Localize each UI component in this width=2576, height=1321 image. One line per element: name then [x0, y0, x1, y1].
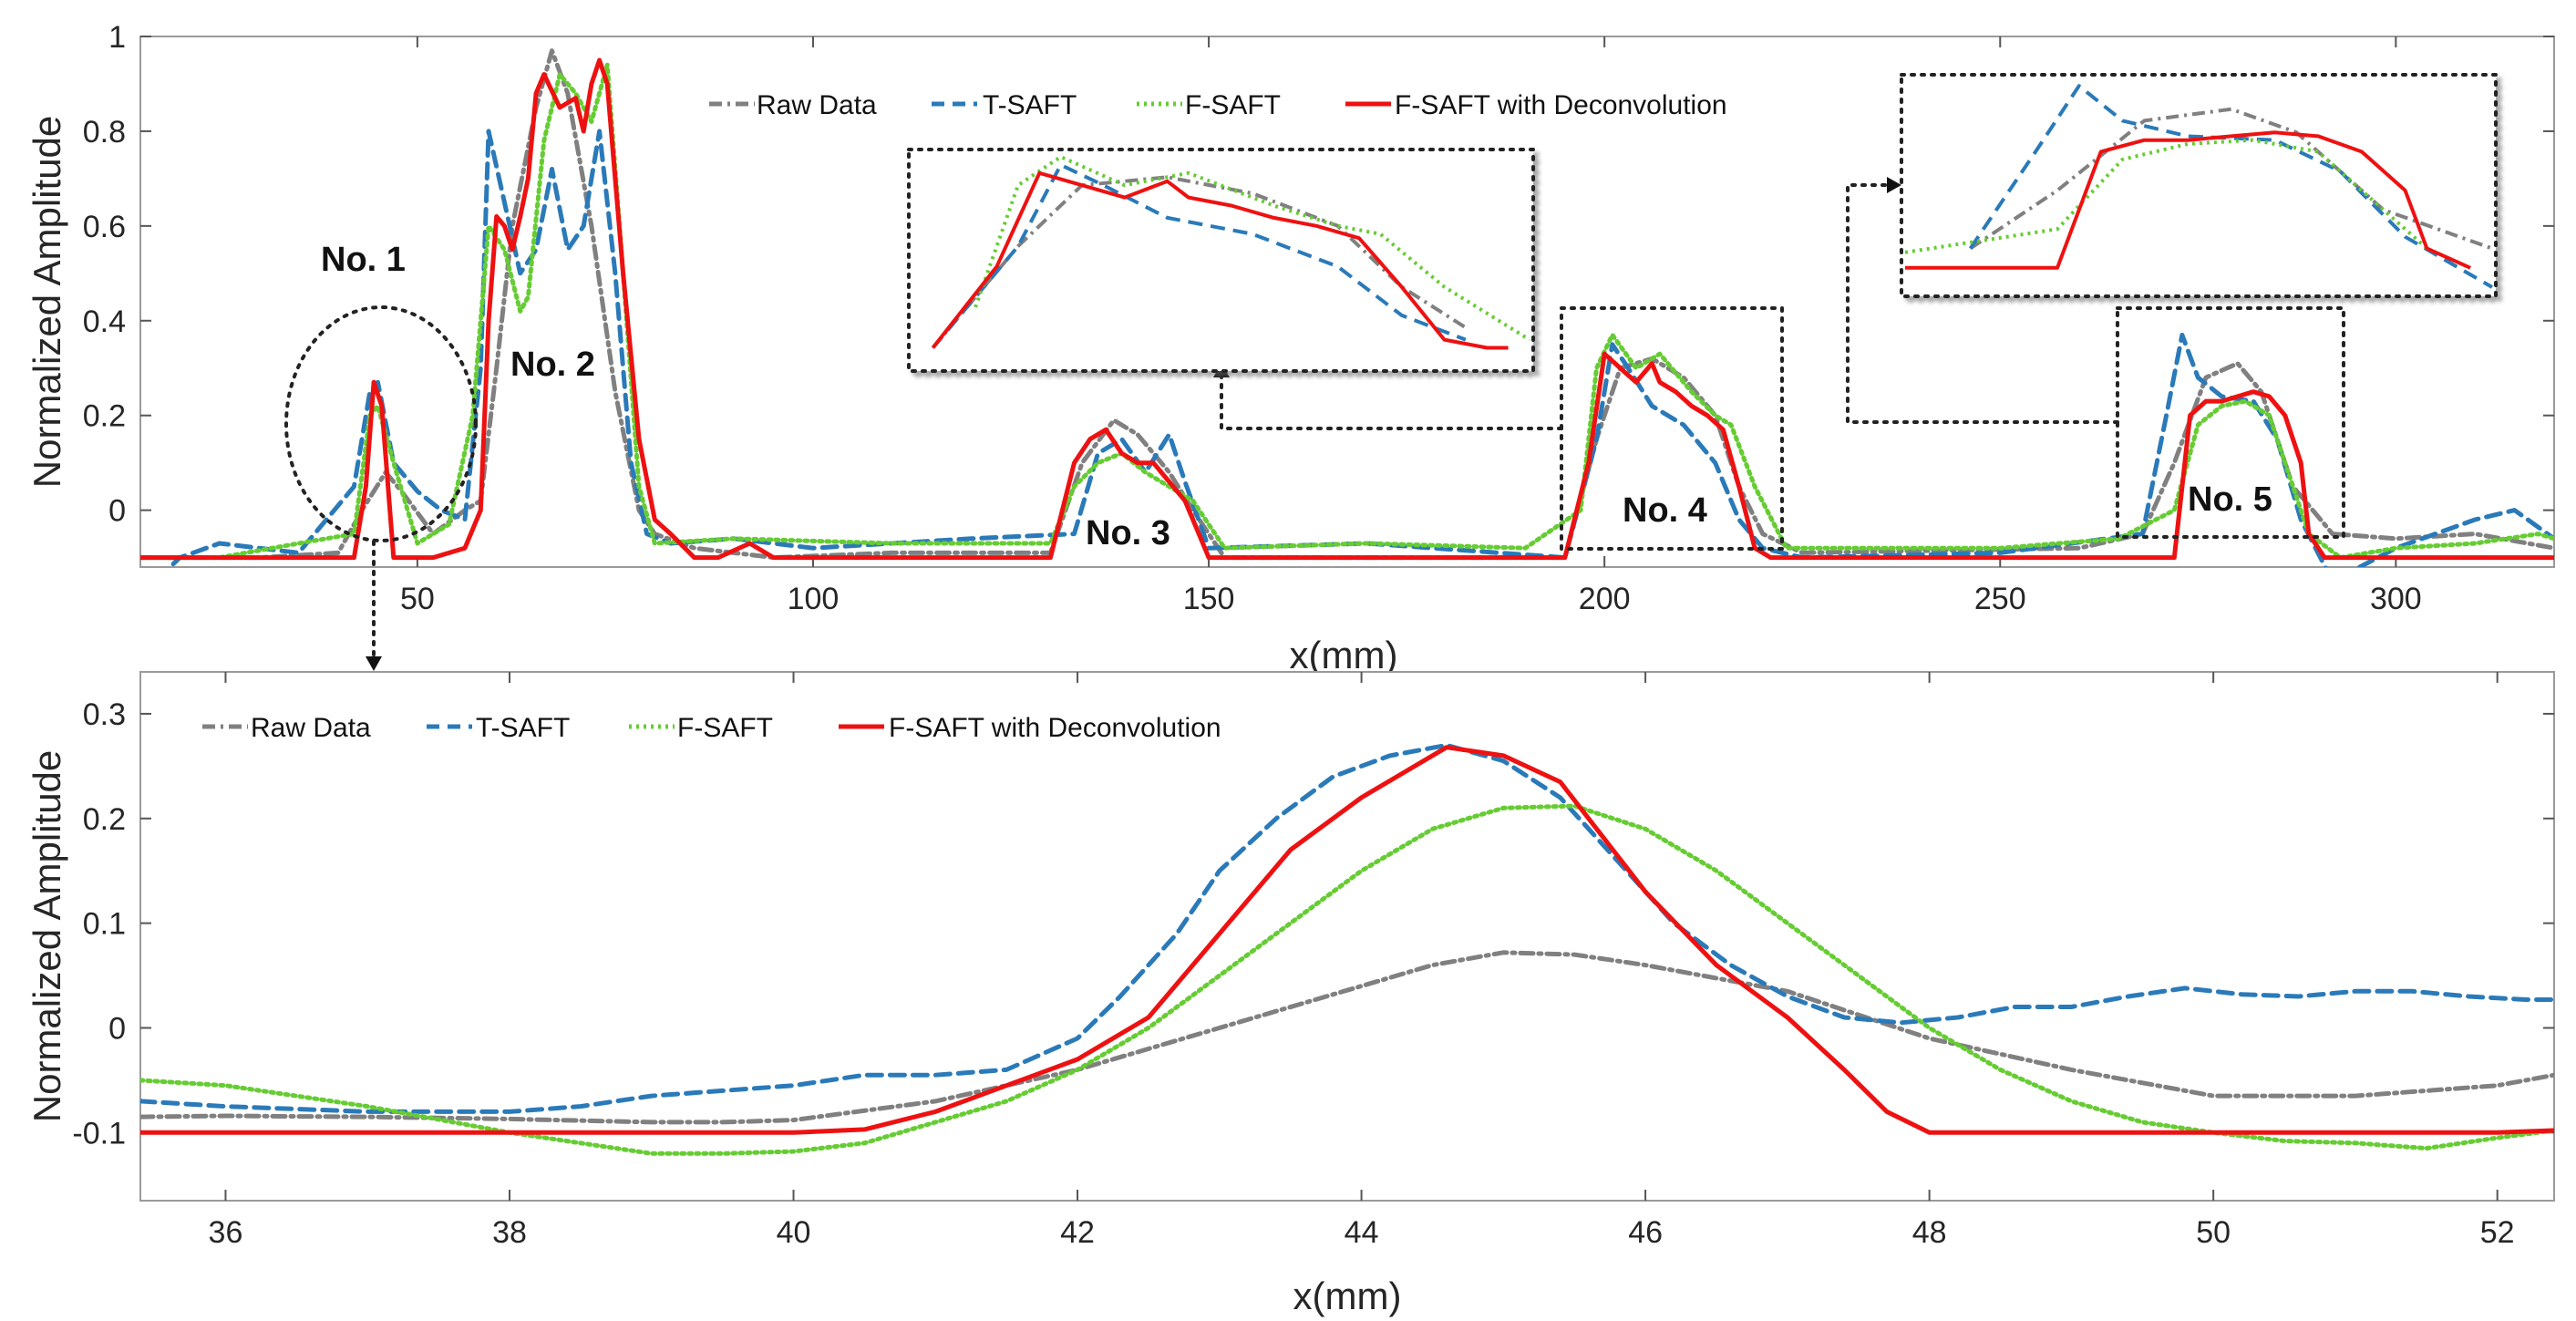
legend2-tsaft-label: T-SAFT — [476, 713, 570, 743]
bottom-legend: Raw Data T-SAFT F-SAFT F-SAFT with Decon… — [202, 713, 1221, 743]
top-x-tick-label: 200 — [1579, 582, 1631, 616]
bottom-series-raw-data — [140, 950, 2554, 1125]
bottom-series-t-saft — [140, 742, 2554, 1114]
no1-zoom-arrow-icon — [366, 656, 382, 671]
no4-inset-series-t-saft — [931, 162, 1467, 349]
legend2-raw-label: Raw Data — [251, 713, 371, 743]
no4-inset-connector — [1220, 374, 1563, 430]
no5-inset-series-t-saft — [1968, 84, 2494, 289]
bottom-x-tick-label: 46 — [1628, 1215, 1663, 1250]
bottom-x-tick-label: 48 — [1912, 1215, 1947, 1250]
bottom-series — [140, 742, 2554, 1156]
bottom-chart: 36 38 40 42 44 46 48 50 52 -0.1 0 0.1 0.2 0.3 Raw Dat… — [26, 671, 2555, 1317]
no1-highlight-ellipse — [284, 305, 478, 542]
bottom-x-tick-label: 44 — [1345, 1215, 1379, 1250]
bottom-plot-area — [139, 671, 2555, 1202]
legend2-deconv-label: F-SAFT with Deconvolution — [889, 713, 1221, 743]
annotation-no1: No. 1 — [321, 241, 406, 279]
annotation-no5: No. 5 — [2188, 480, 2272, 519]
bottom-x-tick-label: 42 — [1060, 1215, 1095, 1250]
no4-inset-series-f-saft-with-deconvolution — [931, 170, 1509, 350]
top-x-tick-label: 150 — [1183, 582, 1235, 616]
top-x-tick-label: 300 — [2370, 582, 2422, 616]
top-y-tick-label: 0.6 — [83, 210, 126, 244]
top-y-axis-label: Normalized Amplitude — [26, 116, 68, 489]
legend-deconv-label: F-SAFT with Deconvolution — [1395, 90, 1727, 120]
top-series-t-saft — [166, 129, 2554, 567]
bottom-y-axis-label: Normalized Amplitude — [26, 750, 68, 1123]
no4-inset-series — [931, 155, 1531, 350]
top-chart: 50 100 150 200 250 300 0 0.2 0.4 0.6 0.8 1 No. 1 No… — [26, 20, 2555, 676]
top-axis-ticks: 50 100 150 200 250 300 0 0.2 0.4 0.6 0.8 1 — [83, 20, 2554, 616]
no4-inset-frame — [907, 148, 1535, 373]
bottom-y-tick-label: 0.1 — [83, 907, 126, 942]
no4-inset-series-f-saft — [974, 155, 1531, 342]
bottom-x-tick-label: 38 — [492, 1215, 527, 1250]
top-x-tick-label: 250 — [1974, 582, 2026, 616]
legend2-fsaft-label: F-SAFT — [677, 713, 773, 743]
bottom-y-tick-label: -0.1 — [72, 1116, 126, 1151]
legend-tsaft-label: T-SAFT — [983, 90, 1077, 120]
no5-inset-connector — [1846, 183, 2119, 424]
bottom-series-f-saft — [140, 803, 2554, 1156]
top-series — [140, 48, 2554, 567]
top-series-f-saft — [140, 62, 2554, 561]
bottom-y-tick-label: 0.2 — [83, 802, 126, 837]
bottom-x-tick-label: 52 — [2480, 1215, 2515, 1250]
top-y-tick-label: 1 — [108, 20, 126, 55]
annotation-no3: No. 3 — [1086, 514, 1170, 552]
top-x-tick-label: 100 — [788, 582, 840, 616]
no5-inset-series — [1904, 84, 2494, 289]
bottom-x-tick-label: 50 — [2196, 1215, 2231, 1250]
top-y-tick-label: 0.8 — [83, 115, 126, 150]
legend-raw-label: Raw Data — [757, 90, 877, 120]
top-x-axis-label: x(mm) — [1290, 634, 1398, 676]
bottom-y-tick-label: 0.3 — [83, 697, 126, 732]
top-x-tick-label: 50 — [400, 582, 435, 616]
bottom-x-tick-label: 40 — [777, 1215, 811, 1250]
no5-inset-arrow-icon — [1887, 177, 1901, 193]
annotation-no4: No. 4 — [1623, 491, 1707, 530]
no4-inset — [907, 148, 1535, 373]
bottom-x-tick-label: 36 — [209, 1215, 243, 1250]
top-y-tick-label: 0 — [108, 494, 126, 529]
top-series-f-saft-with-deconvolution — [140, 57, 2554, 561]
top-y-tick-label: 0.4 — [83, 304, 126, 339]
no5-inset — [1900, 73, 2498, 298]
bottom-y-tick-label: 0 — [108, 1011, 126, 1046]
top-legend: Raw Data T-SAFT F-SAFT F-SAFT with Decon… — [709, 90, 1727, 120]
bottom-x-axis-label: x(mm) — [1293, 1275, 1402, 1317]
bottom-axis-ticks: 36 38 40 42 44 46 48 50 52 -0.1 0 0.1 0.2 0.3 — [72, 672, 2554, 1250]
no5-inset-series-f-saft-with-deconvolution — [1905, 130, 2471, 270]
legend-fsaft-label: F-SAFT — [1185, 90, 1281, 120]
no5-inset-series-f-saft — [1904, 138, 2428, 254]
bottom-series-f-saft-with-deconvolution — [140, 745, 2554, 1135]
top-y-tick-label: 0.2 — [83, 399, 126, 434]
annotation-no2: No. 2 — [510, 346, 595, 384]
no5-inset-frame — [1900, 73, 2498, 298]
